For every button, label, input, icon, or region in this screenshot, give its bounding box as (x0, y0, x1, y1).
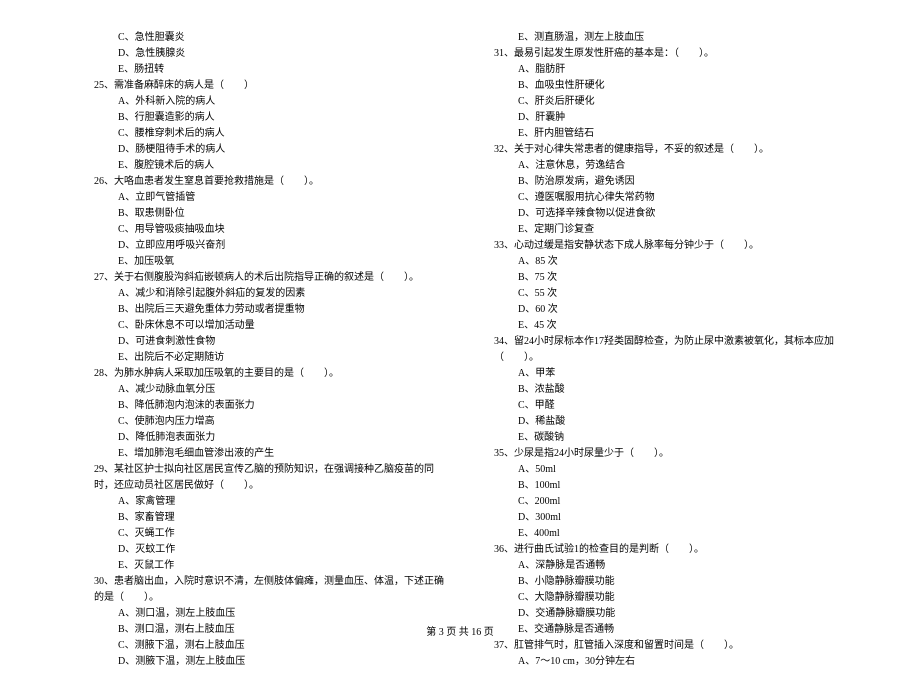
right-option: E、400ml (470, 526, 850, 542)
right-option: A、85 次 (470, 254, 850, 270)
left-option: C、测腋下温，测右上肢血压 (70, 638, 450, 654)
right-option: B、血吸虫性肝硬化 (470, 78, 850, 94)
right-option: B、100ml (470, 478, 850, 494)
right-question: 33、心动过缓是指安静状态下成人脉率每分钟少于（ ）。 (470, 238, 850, 254)
left-option: A、家禽管理 (70, 494, 450, 510)
left-option: D、降低肺泡表面张力 (70, 430, 450, 446)
right-option: B、75 次 (470, 270, 850, 286)
right-option: E、45 次 (470, 318, 850, 334)
right-option: D、300ml (470, 510, 850, 526)
left-question: 26、大咯血患者发生窒息首要抢救措施是（ ）。 (70, 174, 450, 190)
left-pre-option: D、急性胰腺炎 (70, 46, 450, 62)
right-option: A、脂肪肝 (470, 62, 850, 78)
right-option: A、注意休息，劳逸结合 (470, 158, 850, 174)
right-question: 36、进行曲氏试验1的检查目的是判断（ ）。 (470, 542, 850, 558)
left-question: 28、为肺水肿病人采取加压吸氧的主要目的是（ ）。 (70, 366, 450, 382)
page-container: C、急性胆囊炎D、急性胰腺炎E、肠扭转25、需准备麻醉床的病人是（ ）A、外科新… (0, 0, 920, 690)
right-option: E、碳酸钠 (470, 430, 850, 446)
left-option: E、增加肺泡毛细血管渗出液的产生 (70, 446, 450, 462)
left-column: C、急性胆囊炎D、急性胰腺炎E、肠扭转25、需准备麻醉床的病人是（ ）A、外科新… (60, 30, 460, 670)
right-option: D、交通静脉瓣膜功能 (470, 606, 850, 622)
left-option: C、用导管吸痰抽吸血块 (70, 222, 450, 238)
left-question: 29、某社区护士拟向社区居民宣传乙脑的预防知识，在强调接种乙脑疫苗的同时，还应动… (70, 462, 450, 494)
left-option: B、行胆囊造影的病人 (70, 110, 450, 126)
left-option: D、肠梗阻待手术的病人 (70, 142, 450, 158)
right-option: E、定期门诊复查 (470, 222, 850, 238)
left-option: E、加压吸氧 (70, 254, 450, 270)
left-option: B、出院后三天避免重体力劳动或者提重物 (70, 302, 450, 318)
left-option: D、可进食刺激性食物 (70, 334, 450, 350)
left-option: C、使肺泡内压力增高 (70, 414, 450, 430)
left-option: B、取患侧卧位 (70, 206, 450, 222)
right-option: A、甲苯 (470, 366, 850, 382)
right-question: 34、留24小时尿标本作17羟类固醇检查，为防止尿中激素被氧化，其标本应加（ ）… (470, 334, 850, 366)
right-question: 37、肛管排气时，肛管插入深度和留置时间是（ ）。 (470, 638, 850, 654)
right-option: D、肝囊肿 (470, 110, 850, 126)
left-pre-option: C、急性胆囊炎 (70, 30, 450, 46)
left-option: D、立即应用呼吸兴奋剂 (70, 238, 450, 254)
left-question: 27、关于右侧腹股沟斜疝嵌顿病人的术后出院指导正确的叙述是（ ）。 (70, 270, 450, 286)
right-option: D、60 次 (470, 302, 850, 318)
left-option: E、腹腔镜术后的病人 (70, 158, 450, 174)
right-column: E、测直肠温，测左上肢血压31、最易引起发生原发性肝癌的基本是：（ ）。A、脂肪… (460, 30, 860, 670)
right-option: A、50ml (470, 462, 850, 478)
left-option: C、腰椎穿刺术后的病人 (70, 126, 450, 142)
left-option: A、立即气管插管 (70, 190, 450, 206)
right-question: 31、最易引起发生原发性肝癌的基本是：（ ）。 (470, 46, 850, 62)
right-option: D、稀盐酸 (470, 414, 850, 430)
right-option: B、浓盐酸 (470, 382, 850, 398)
right-option: C、大隐静脉瓣膜功能 (470, 590, 850, 606)
left-option: E、灭鼠工作 (70, 558, 450, 574)
right-option: D、可选择辛辣食物以促进食欲 (470, 206, 850, 222)
right-question: 32、关于对心律失常患者的健康指导，不妥的叙述是（ ）。 (470, 142, 850, 158)
right-option: C、遵医嘱服用抗心律失常药物 (470, 190, 850, 206)
right-option: A、7～10 cm，30分钟左右 (470, 654, 850, 670)
left-option: E、出院后不必定期随访 (70, 350, 450, 366)
left-question: 25、需准备麻醉床的病人是（ ） (70, 78, 450, 94)
right-option: E、肝内胆管结石 (470, 126, 850, 142)
right-option: C、肝炎后肝硬化 (470, 94, 850, 110)
left-pre-option: E、肠扭转 (70, 62, 450, 78)
left-option: B、降低肺泡内泡沫的表面张力 (70, 398, 450, 414)
left-option: D、灭蚊工作 (70, 542, 450, 558)
right-option: C、200ml (470, 494, 850, 510)
right-option: B、防治原发病，避免诱因 (470, 174, 850, 190)
left-option: A、减少动脉血氧分压 (70, 382, 450, 398)
left-option: A、测口温，测左上肢血压 (70, 606, 450, 622)
left-option: A、外科新入院的病人 (70, 94, 450, 110)
right-option: C、55 次 (470, 286, 850, 302)
left-option: D、测腋下温，测左上肢血压 (70, 654, 450, 670)
right-option: C、甲醛 (470, 398, 850, 414)
left-option: A、减少和消除引起腹外斜疝的复发的因素 (70, 286, 450, 302)
left-option: C、灭蝇工作 (70, 526, 450, 542)
left-option: C、卧床休息不可以增加活动量 (70, 318, 450, 334)
left-question: 30、患者脑出血，入院时意识不清，左侧肢体偏瘫，测量血压、体温，下述正确的是（ … (70, 574, 450, 606)
left-option: B、家畜管理 (70, 510, 450, 526)
right-option: A、深静脉是否通畅 (470, 558, 850, 574)
right-pre-option: E、测直肠温，测左上肢血压 (470, 30, 850, 46)
right-question: 35、少尿是指24小时尿量少于（ ）。 (470, 446, 850, 462)
page-footer: 第 3 页 共 16 页 (0, 623, 920, 638)
right-option: B、小隐静脉瓣膜功能 (470, 574, 850, 590)
